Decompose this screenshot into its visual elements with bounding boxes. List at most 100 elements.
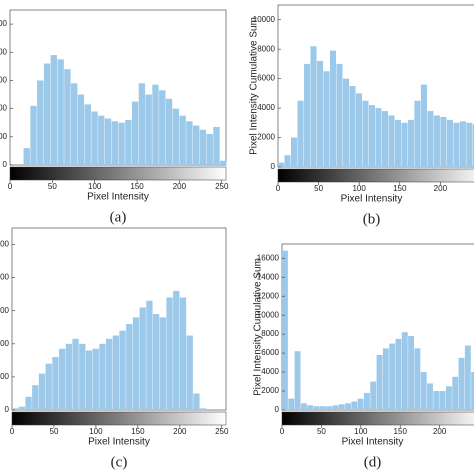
x-tick-label: 100: [89, 427, 103, 436]
x-tick-label: 200: [433, 427, 447, 436]
bar: [72, 338, 79, 410]
bar: [77, 94, 85, 165]
bar: [316, 60, 324, 167]
bar: [132, 317, 140, 410]
colorbar: [281, 411, 474, 426]
y-tick-label: 12000: [257, 291, 280, 300]
y-tick-label: 8000: [0, 273, 10, 282]
y-tick-label: 8000: [0, 47, 8, 56]
colorbar: [277, 168, 474, 183]
bar: [92, 348, 99, 410]
bar: [342, 78, 350, 167]
bar: [278, 162, 285, 167]
x-axis-label: Pixel Intensity: [341, 194, 403, 205]
bar: [459, 121, 466, 167]
bar: [50, 55, 58, 165]
bar: [420, 372, 427, 410]
bar: [79, 343, 86, 410]
y-tick-label: 16000: [257, 253, 280, 262]
bar: [138, 83, 146, 165]
bar: [440, 116, 447, 167]
bar: [192, 125, 200, 165]
bar: [363, 392, 370, 410]
x-tick-label: 250: [215, 427, 229, 436]
bar: [420, 84, 427, 167]
bar: [57, 59, 64, 166]
bar: [338, 404, 345, 410]
bar: [220, 160, 227, 165]
bar: [388, 115, 395, 167]
x-tick-label: 150: [131, 427, 145, 436]
bar: [58, 348, 66, 410]
bar: [282, 250, 288, 410]
x-tick-label: 50: [48, 182, 57, 191]
bar: [111, 121, 119, 165]
bar: [288, 398, 295, 410]
x-tick-label: 50: [314, 184, 323, 193]
x-tick-label: 100: [352, 184, 366, 193]
bar: [414, 348, 421, 410]
panel: 0 2000 4000 6000 8000 10000 0 50 100 150 200 250 Pix…: [0, 227, 229, 470]
x-tick-label: 200: [434, 184, 448, 193]
bar: [23, 148, 30, 165]
bar: [131, 101, 139, 165]
y-tick-label: 4000: [0, 104, 8, 113]
bar: [32, 385, 39, 410]
y-tick-label: 6000: [0, 306, 10, 315]
bar: [345, 403, 351, 410]
bar: [329, 50, 337, 168]
bar: [375, 108, 382, 167]
bar: [472, 124, 474, 167]
caption: (c): [111, 454, 128, 470]
bar: [37, 80, 44, 165]
bar: [389, 343, 396, 410]
bar: [70, 83, 78, 165]
bar: [173, 290, 180, 410]
bar: [381, 111, 388, 167]
bar: [186, 335, 193, 410]
bar: [355, 93, 363, 167]
y-tick-label: 14000: [257, 272, 280, 281]
bar: [362, 100, 369, 167]
bar: [395, 338, 402, 410]
colorbar: [9, 166, 227, 181]
bar: [326, 406, 333, 410]
y-tick-label: 10000: [257, 310, 280, 319]
y-tick-label: 2000: [0, 132, 8, 141]
bar: [351, 401, 358, 410]
y-tick-label: 10000: [0, 19, 8, 28]
x-tick-label: 100: [354, 427, 368, 436]
bar: [18, 406, 26, 410]
bar: [98, 115, 105, 165]
y-tick-label: 6000: [0, 76, 8, 85]
y-tick-label: 0: [275, 405, 280, 414]
bar: [319, 406, 326, 410]
bar: [152, 84, 159, 165]
y-tick-label: 10000: [253, 15, 276, 24]
bar: [303, 63, 311, 168]
y-tick-label: 4000: [257, 103, 275, 112]
bar: [165, 98, 173, 165]
bar: [445, 386, 452, 410]
y-axis-label: Pixel Intensity Cumulative Sum: [249, 17, 260, 155]
y-tick-label: 2000: [257, 133, 275, 142]
bar: [91, 111, 98, 165]
bar: [43, 63, 51, 165]
y-tick-label: 6000: [257, 74, 275, 83]
bar: [146, 300, 153, 410]
panel: 0 2000 4000 6000 8000 10000 0 50 100 150 200 Pixel …: [249, 4, 474, 227]
x-tick-label: 0: [8, 182, 13, 191]
bar: [458, 357, 465, 410]
x-tick-label: 150: [130, 182, 144, 191]
bar: [52, 357, 59, 410]
x-tick-label: 200: [173, 427, 187, 436]
bar: [179, 297, 187, 410]
panel: 0 2000 4000 6000 8000 10000 0 50 100 150 200 250 Pix…: [0, 9, 229, 225]
bar: [407, 119, 414, 167]
bar: [38, 373, 46, 410]
bar: [466, 122, 473, 167]
y-tick-label: 6000: [261, 348, 279, 357]
bar: [452, 376, 459, 410]
bar: [300, 403, 307, 410]
